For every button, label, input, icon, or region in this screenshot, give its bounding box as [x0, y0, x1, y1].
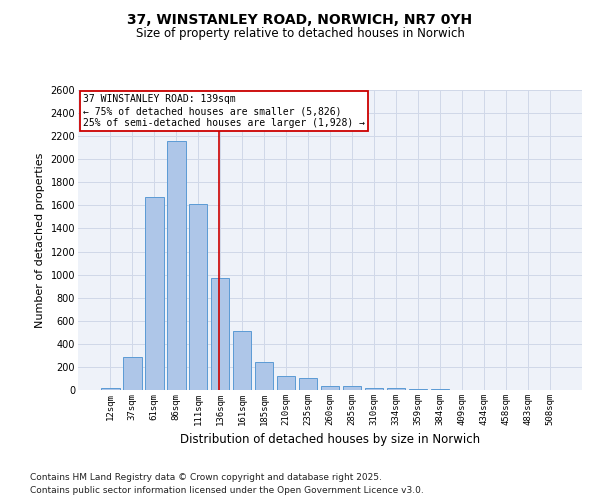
Bar	[145, 198, 164, 390]
Bar	[101, 388, 119, 390]
Bar	[277, 376, 295, 390]
Text: Size of property relative to detached houses in Norwich: Size of property relative to detached ho…	[136, 28, 464, 40]
Text: Contains HM Land Registry data © Crown copyright and database right 2025.: Contains HM Land Registry data © Crown c…	[30, 474, 382, 482]
Bar	[189, 204, 208, 390]
Bar	[255, 362, 274, 390]
Bar	[123, 356, 142, 390]
Bar	[299, 378, 317, 390]
Text: 37 WINSTANLEY ROAD: 139sqm
← 75% of detached houses are smaller (5,826)
25% of s: 37 WINSTANLEY ROAD: 139sqm ← 75% of deta…	[83, 94, 365, 128]
Bar	[233, 331, 251, 390]
X-axis label: Distribution of detached houses by size in Norwich: Distribution of detached houses by size …	[180, 434, 480, 446]
Bar	[386, 388, 405, 390]
Bar	[343, 386, 361, 390]
Bar	[320, 386, 340, 390]
Bar	[211, 278, 229, 390]
Bar	[365, 388, 383, 390]
Y-axis label: Number of detached properties: Number of detached properties	[35, 152, 45, 328]
Bar	[167, 141, 185, 390]
Text: Contains public sector information licensed under the Open Government Licence v3: Contains public sector information licen…	[30, 486, 424, 495]
Text: 37, WINSTANLEY ROAD, NORWICH, NR7 0YH: 37, WINSTANLEY ROAD, NORWICH, NR7 0YH	[127, 12, 473, 26]
